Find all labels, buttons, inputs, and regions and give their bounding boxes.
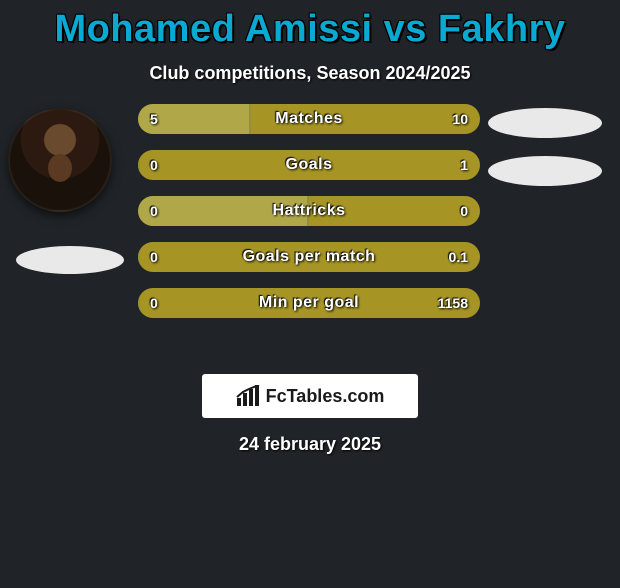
bar-goals-per-match: 0 Goals per match 0.1 <box>138 242 480 272</box>
bar-mpg-label: Min per goal <box>259 294 359 312</box>
bar-mpg-right: 1158 <box>438 295 468 311</box>
fctables-text: FcTables.com <box>266 386 385 407</box>
bar-gpm-right: 0.1 <box>449 249 468 265</box>
bar-mpg-left: 0 <box>150 295 158 311</box>
bar-hattricks: 0 Hattricks 0 <box>138 196 480 226</box>
bar-goals: 0 Goals 1 <box>138 150 480 180</box>
bar-goals-label: Goals <box>286 156 333 174</box>
comparison-stage: 5 Matches 10 0 Goals 1 0 Hattricks 0 0 G… <box>0 112 620 362</box>
bar-goals-right: 1 <box>460 157 468 173</box>
player-right-avatar-placeholder <box>488 108 602 138</box>
subtitle: Club competitions, Season 2024/2025 <box>0 63 620 84</box>
bar-goals-fill <box>138 150 140 180</box>
bar-matches-left: 5 <box>150 111 158 127</box>
bar-hattricks-left: 0 <box>150 203 158 219</box>
bar-gpm-left: 0 <box>150 249 158 265</box>
bar-min-per-goal: 0 Min per goal 1158 <box>138 288 480 318</box>
bar-gpm-fill <box>138 242 140 272</box>
player-left-club-placeholder <box>16 246 124 274</box>
page-title: Mohamed Amissi vs Fakhry <box>0 8 620 51</box>
bar-matches: 5 Matches 10 <box>138 104 480 134</box>
bar-hattricks-right: 0 <box>460 203 468 219</box>
bar-matches-right: 10 <box>452 111 468 127</box>
bar-hattricks-label: Hattricks <box>273 202 346 220</box>
fctables-badge: FcTables.com <box>202 374 418 418</box>
player-right-club-placeholder <box>488 156 602 186</box>
bars-icon <box>236 385 262 407</box>
bar-goals-left: 0 <box>150 157 158 173</box>
bar-gpm-label: Goals per match <box>243 248 376 266</box>
bar-matches-label: Matches <box>275 110 343 128</box>
player-left-avatar <box>8 108 112 212</box>
stat-bars: 5 Matches 10 0 Goals 1 0 Hattricks 0 0 G… <box>138 104 480 334</box>
date: 24 february 2025 <box>0 434 620 455</box>
bar-mpg-fill <box>138 288 140 318</box>
